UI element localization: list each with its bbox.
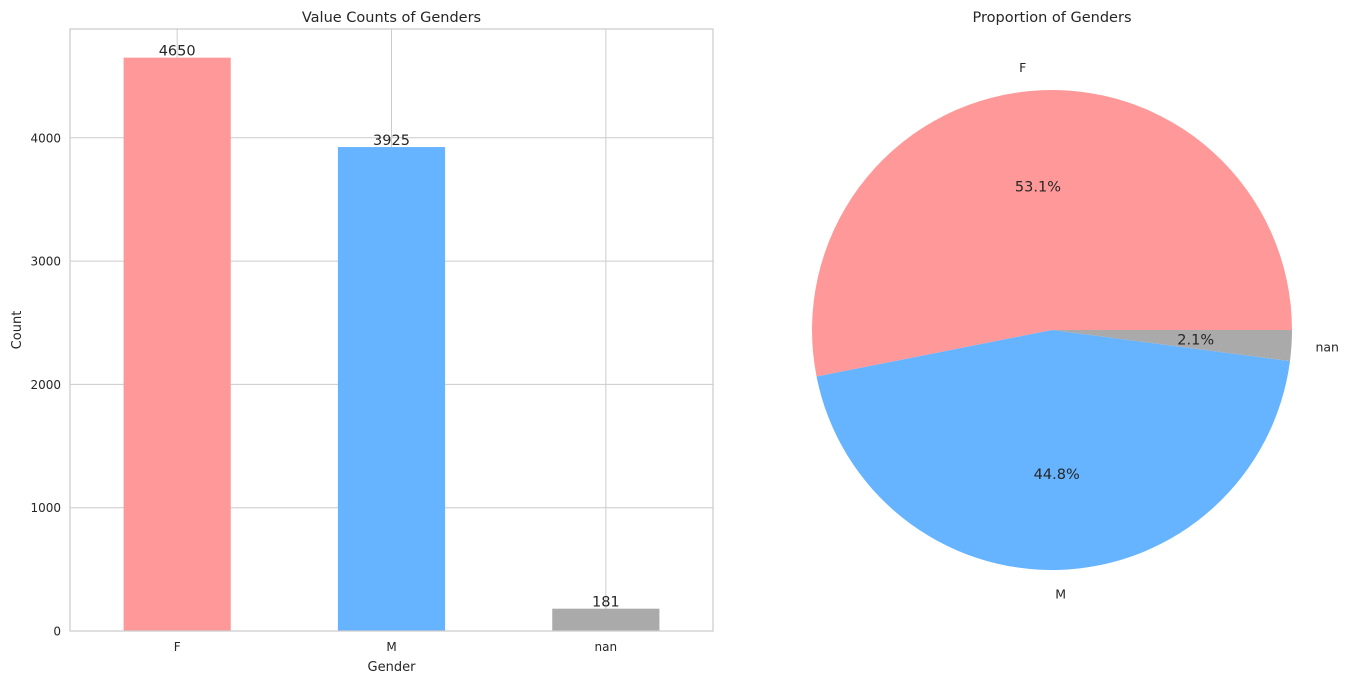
bar-chart-y-tick-label: 3000 [30, 255, 61, 269]
pie-percent-label: 2.1% [1177, 332, 1214, 348]
bar-chart-bars [123, 57, 660, 631]
pie-percent-label: 44.8% [1034, 467, 1080, 483]
pie-slice-label: F [1019, 60, 1026, 75]
pie-slice-M [816, 330, 1290, 571]
bar-chart-y-tick-label: 2000 [30, 378, 61, 392]
pie-chart-slices [812, 90, 1292, 571]
bar-chart-title: Value Counts of Genders [302, 10, 481, 26]
pie-percent-label: 53.1% [1015, 180, 1061, 196]
pie-slice-F [812, 90, 1292, 377]
pie-chart: Proportion of Genders F 53.1% M 44.8% nan 2.1… [812, 10, 1339, 601]
bar-chart-y-ticks: 0 1000 2000 3000 4000 [30, 131, 61, 638]
pie-slice-label: M [1055, 586, 1066, 601]
bar-nan [552, 608, 660, 631]
pie-slice-label: nan [1315, 340, 1339, 355]
bar-chart-x-tick-label: M [386, 640, 396, 654]
bar-chart-y-tick-label: 4000 [30, 131, 61, 145]
bar-chart-x-tick-label: nan [595, 640, 618, 654]
bar-chart-x-axis-label: Gender [368, 660, 417, 675]
pie-slice-nan [1052, 330, 1292, 362]
bar-M [337, 147, 446, 631]
bar-F [123, 57, 231, 631]
bar-value-label: 4650 [159, 44, 196, 60]
bar-chart-frame [69, 28, 714, 632]
bar-value-label: 181 [592, 595, 620, 611]
bar-chart-x-tick-label: F [174, 640, 181, 654]
pie-chart-title: Proportion of Genders [973, 10, 1132, 26]
pie-chart-labels: F 53.1% M 44.8% nan 2.1% [1015, 60, 1339, 602]
bar-chart-y-tick-label: 1000 [30, 501, 61, 515]
bar-chart-value-labels: 4650 3925 181 [159, 44, 620, 611]
bar-value-label: 3925 [373, 133, 410, 149]
bar-chart-y-axis-label: Count [10, 311, 25, 350]
bar-chart-y-tick-label: 0 [53, 625, 61, 639]
